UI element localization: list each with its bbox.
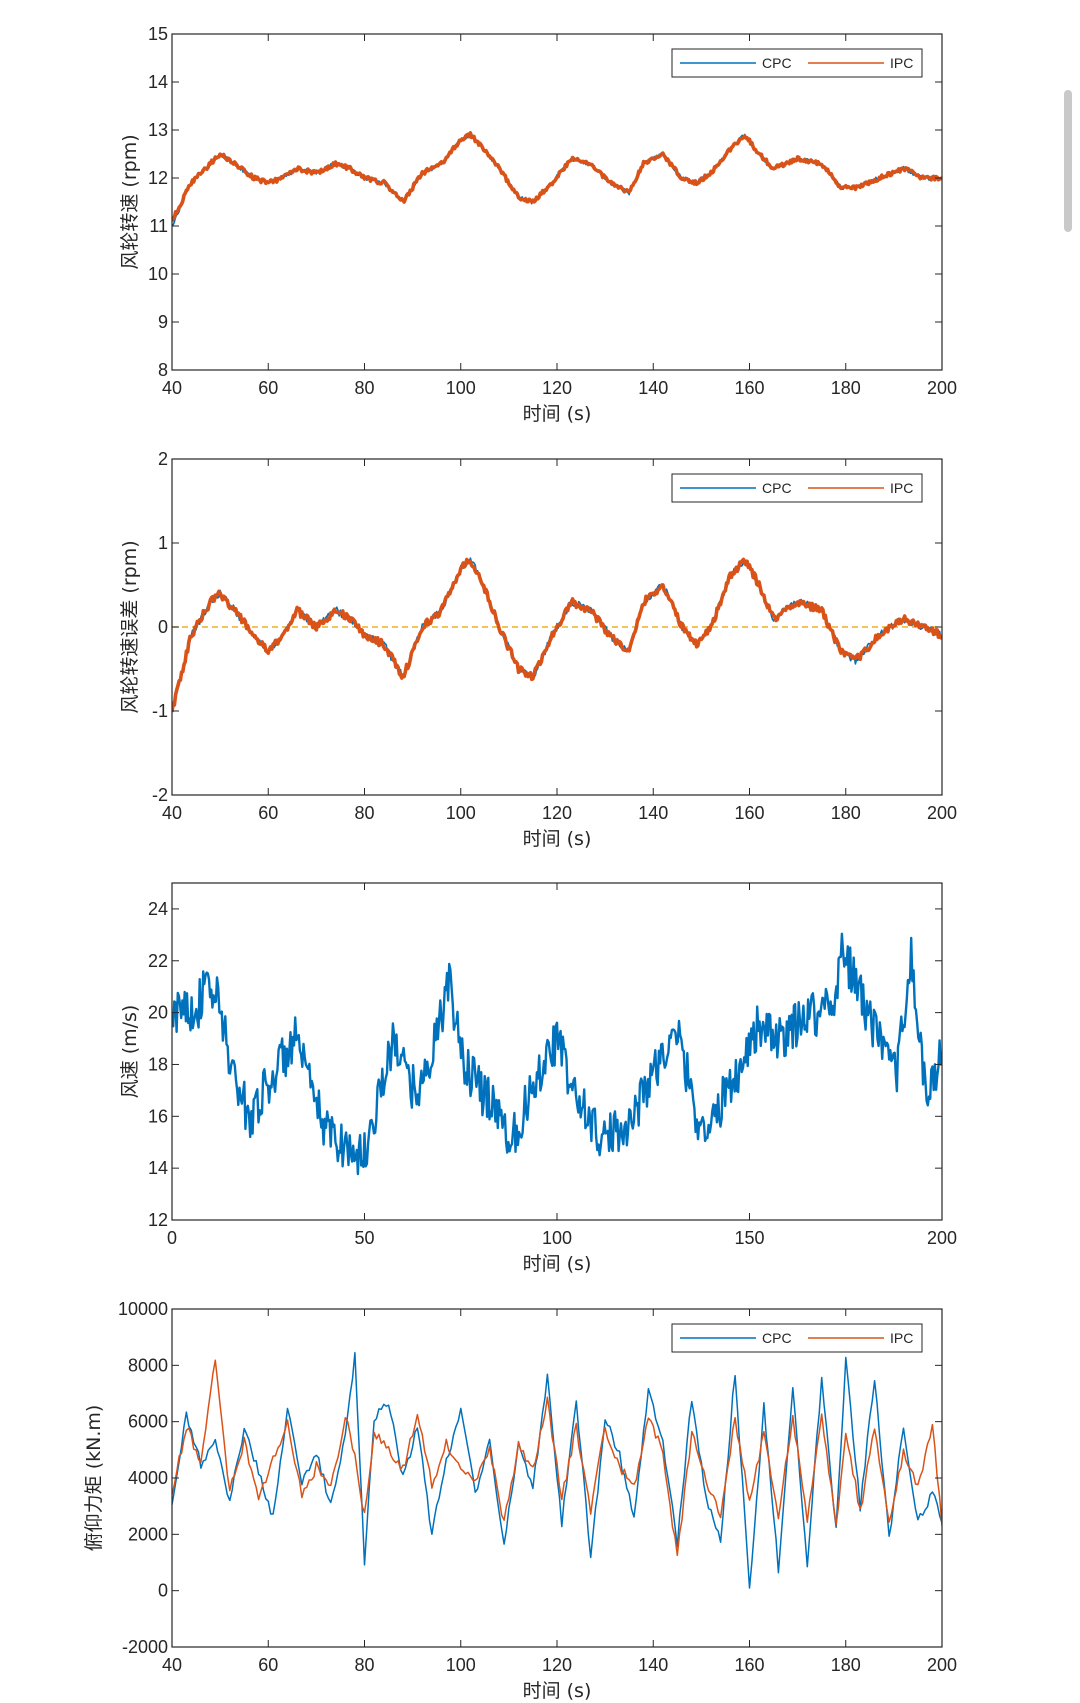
legend: CPC IPC xyxy=(671,473,923,503)
series-line-风速 xyxy=(172,932,942,1176)
x-tick-label: 60 xyxy=(258,803,278,823)
x-tick-label: 140 xyxy=(638,803,668,823)
page-scrollbar[interactable] xyxy=(1064,90,1072,232)
x-tick-label: 160 xyxy=(734,803,764,823)
y-axis-title: 俯仰力矩 (kN.m) xyxy=(83,1405,105,1552)
y-tick-label: 16 xyxy=(148,1106,168,1126)
x-tick-label: 40 xyxy=(162,803,182,823)
y-tick-label: 12 xyxy=(148,168,168,188)
y-tick-label: 12 xyxy=(148,1210,168,1230)
x-tick-label: 140 xyxy=(638,1655,668,1675)
y-tick-label: 0 xyxy=(158,617,168,637)
x-tick-label: 80 xyxy=(354,803,374,823)
x-tick-label: 100 xyxy=(446,803,476,823)
y-tick-label: 10 xyxy=(148,264,168,284)
y-tick-label: -2 xyxy=(152,785,168,805)
legend-label-cpc: CPC xyxy=(762,1330,792,1346)
y-tick-label: -1 xyxy=(152,701,168,721)
x-axis-title: 时间 (s) xyxy=(523,403,592,425)
y-tick-label: 14 xyxy=(148,72,168,92)
x-axis-title: 时间 (s) xyxy=(523,828,592,850)
x-tick-label: 0 xyxy=(167,1228,177,1248)
y-tick-label: 13 xyxy=(148,120,168,140)
legend: CPC IPC xyxy=(671,48,923,78)
y-axis-title: 风轮转速误差 (rpm) xyxy=(119,540,141,713)
plot-area-frame xyxy=(171,33,943,371)
x-tick-label: 200 xyxy=(927,378,957,398)
y-tick-label: 2 xyxy=(158,449,168,469)
x-tick-label: 120 xyxy=(542,803,572,823)
y-tick-label: -2000 xyxy=(122,1637,168,1657)
x-tick-label: 100 xyxy=(446,1655,476,1675)
chart-panel-4: 40 60 80 100 120 140 160 180 200 -2000 0 2000 4000 60… xyxy=(83,1299,957,1702)
legend-label-ipc: IPC xyxy=(890,1330,913,1346)
chart-panel-1: 40 60 80 100 120 140 160 180 200 8 9 10 11 12 13 14 15 时间… xyxy=(119,24,957,425)
legend-label-ipc: IPC xyxy=(890,55,913,71)
series-line-ipc xyxy=(172,1359,942,1557)
y-axis-title: 风速 (m/s) xyxy=(119,1005,141,1099)
x-tick-label: 200 xyxy=(927,803,957,823)
y-tick-label: 1 xyxy=(158,533,168,553)
series-line-cpc xyxy=(172,557,942,710)
x-tick-label: 200 xyxy=(927,1655,957,1675)
y-tick-label: 2000 xyxy=(128,1524,168,1544)
chart-panel-2: 40 60 80 100 120 140 160 180 200 -2 -1 0 1 2 时间 (s) 风轮转… xyxy=(119,449,957,850)
x-tick-label: 100 xyxy=(542,1228,572,1248)
x-tick-label: 160 xyxy=(734,378,764,398)
y-tick-label: 4000 xyxy=(128,1468,168,1488)
x-tick-label: 140 xyxy=(638,378,668,398)
x-tick-label: 100 xyxy=(446,378,476,398)
x-tick-label: 60 xyxy=(258,378,278,398)
series-line-ipc xyxy=(172,557,942,713)
x-tick-label: 180 xyxy=(831,378,861,398)
legend: CPC IPC xyxy=(671,1323,923,1353)
y-tick-label: 10000 xyxy=(118,1299,168,1319)
y-tick-label: 9 xyxy=(158,312,168,332)
y-tick-label: 8 xyxy=(158,360,168,380)
y-tick-label: 18 xyxy=(148,1054,168,1074)
legend-label-ipc: IPC xyxy=(890,480,913,496)
y-tick-label: 15 xyxy=(148,24,168,44)
x-axis-title: 时间 (s) xyxy=(523,1680,592,1702)
x-tick-label: 160 xyxy=(734,1655,764,1675)
x-tick-label: 180 xyxy=(831,803,861,823)
x-tick-label: 60 xyxy=(258,1655,278,1675)
x-axis-title: 时间 (s) xyxy=(523,1253,592,1275)
y-tick-label: 6000 xyxy=(128,1412,168,1432)
x-tick-label: 180 xyxy=(831,1655,861,1675)
x-tick-label: 150 xyxy=(734,1228,764,1248)
x-tick-label: 200 xyxy=(927,1228,957,1248)
x-tick-label: 120 xyxy=(542,1655,572,1675)
legend-label-cpc: CPC xyxy=(762,480,792,496)
x-tick-label: 50 xyxy=(354,1228,374,1248)
legend-label-cpc: CPC xyxy=(762,55,792,71)
x-tick-label: 40 xyxy=(162,378,182,398)
x-tick-label: 120 xyxy=(542,378,572,398)
y-tick-label: 20 xyxy=(148,1003,168,1023)
y-tick-label: 11 xyxy=(149,216,168,236)
y-tick-label: 24 xyxy=(148,899,168,919)
x-tick-label: 40 xyxy=(162,1655,182,1675)
y-tick-label: 0 xyxy=(158,1581,168,1601)
y-tick-label: 14 xyxy=(148,1158,168,1178)
series-line-ipc xyxy=(172,131,942,223)
x-tick-label: 80 xyxy=(354,378,374,398)
x-tick-label: 80 xyxy=(354,1655,374,1675)
y-axis-title: 风轮转速 (rpm) xyxy=(119,134,141,269)
y-tick-label: 22 xyxy=(148,951,168,971)
y-tick-label: 8000 xyxy=(128,1355,168,1375)
chart-panel-3: 0 50 100 150 200 12 14 16 18 20 22 24 时间 (s) 风速 (m/s) xyxy=(119,882,957,1275)
